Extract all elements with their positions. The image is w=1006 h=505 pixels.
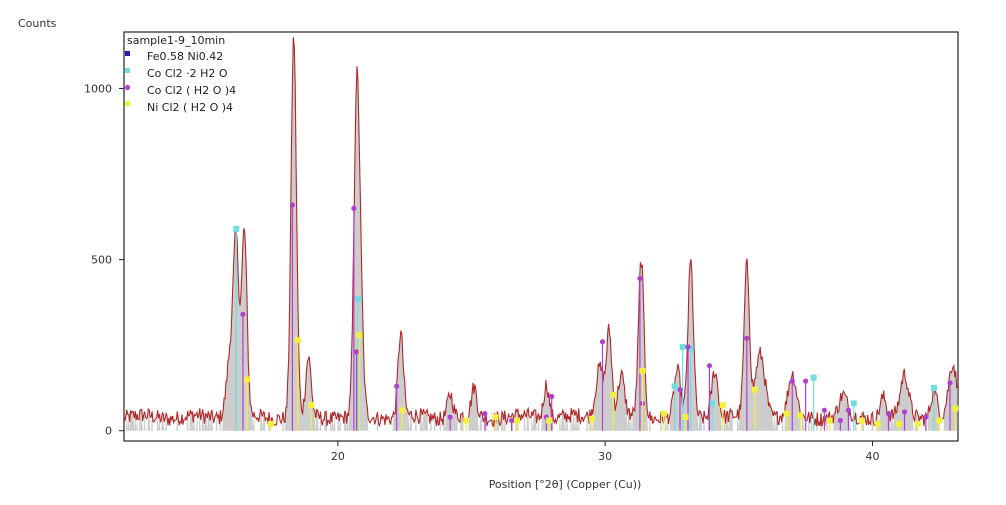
plot-frame bbox=[123, 31, 959, 442]
legend-entry-cocl2-2h2o: Co Cl2 ·2 H2 O bbox=[147, 67, 228, 80]
reference-marker bbox=[508, 417, 515, 424]
reference-marker bbox=[233, 225, 240, 232]
legend-swatch-cocl2-4h2o bbox=[124, 84, 131, 91]
reference-marker bbox=[356, 331, 363, 338]
reference-marker bbox=[588, 415, 595, 422]
x-tick-label: 40 bbox=[865, 450, 879, 463]
reference-marker bbox=[751, 386, 758, 393]
reference-marker bbox=[289, 202, 296, 208]
legend-swatch-nicl2-4h2o bbox=[125, 101, 130, 106]
reference-marker bbox=[268, 420, 275, 427]
plot-area bbox=[123, 37, 959, 431]
reference-marker bbox=[294, 337, 301, 344]
reference-marker bbox=[789, 378, 795, 384]
reference-marker bbox=[821, 407, 827, 413]
reference-marker bbox=[679, 343, 686, 350]
x-tick-label: 30 bbox=[598, 450, 612, 463]
reference-marker bbox=[243, 376, 250, 383]
legend-swatch-fe-ni bbox=[125, 51, 130, 56]
reference-marker bbox=[896, 420, 903, 427]
reference-marker bbox=[637, 275, 643, 282]
reference-marker bbox=[610, 391, 617, 398]
reference-marker bbox=[639, 367, 646, 374]
reference-marker bbox=[803, 378, 809, 384]
reference-marker bbox=[447, 414, 453, 420]
reference-marker bbox=[549, 393, 555, 400]
reference-marker bbox=[706, 363, 713, 369]
reference-marker bbox=[901, 409, 908, 415]
reference-marker bbox=[709, 400, 716, 407]
reference-marker bbox=[874, 420, 881, 427]
legend: sample1-9_10min Fe0.58 Ni0.42 Co Cl2 ·2 … bbox=[124, 34, 236, 114]
reference-marker bbox=[914, 420, 921, 427]
reference-marker bbox=[744, 335, 750, 341]
reference-marker bbox=[837, 417, 843, 424]
y-axis-title: Counts bbox=[18, 17, 57, 30]
reference-marker bbox=[885, 411, 892, 417]
axis-ticks: 20 30 40 0 500 1000 bbox=[84, 82, 879, 463]
reference-marker bbox=[351, 205, 357, 211]
x-axis-title: Position [°2θ] (Copper (Cu)) bbox=[489, 478, 642, 491]
pattern-layer bbox=[123, 37, 959, 431]
reference-marker bbox=[936, 417, 943, 424]
reference-marker bbox=[783, 410, 790, 417]
reference-marker bbox=[354, 295, 361, 302]
reference-marker bbox=[826, 417, 833, 424]
legend-entry-fe-ni: Fe0.58 Ni0.42 bbox=[147, 50, 223, 63]
reference-marker bbox=[923, 414, 929, 420]
reference-marker bbox=[599, 339, 606, 345]
pattern-line bbox=[123, 37, 959, 428]
reference-marker bbox=[353, 349, 360, 355]
reference-marker bbox=[660, 410, 667, 417]
x-tick-label: 20 bbox=[331, 450, 345, 463]
reference-marker bbox=[463, 417, 470, 424]
reference-marker bbox=[308, 402, 315, 409]
reference-marker bbox=[682, 414, 689, 421]
reference-marker-layer bbox=[233, 202, 959, 431]
y-tick-label: 500 bbox=[91, 254, 112, 267]
reference-marker bbox=[677, 387, 683, 393]
reference-marker bbox=[685, 344, 691, 350]
reference-marker bbox=[513, 417, 520, 424]
reference-marker bbox=[719, 402, 726, 409]
y-tick-label: 1000 bbox=[84, 82, 112, 95]
reference-marker bbox=[482, 411, 488, 417]
reference-marker bbox=[952, 405, 959, 412]
legend-entry-cocl2-4h2o: Co Cl2 ( H2 O )4 bbox=[147, 84, 236, 97]
legend-title: sample1-9_10min bbox=[127, 34, 225, 47]
reference-marker bbox=[797, 412, 804, 419]
reference-marker bbox=[850, 400, 857, 407]
reference-marker bbox=[240, 311, 246, 317]
reference-marker bbox=[546, 417, 553, 424]
reference-marker bbox=[671, 383, 678, 390]
reference-marker bbox=[947, 380, 953, 386]
reference-marker bbox=[394, 383, 400, 389]
reference-marker bbox=[930, 384, 937, 391]
reference-marker bbox=[492, 414, 499, 421]
y-tick-label: 0 bbox=[105, 425, 112, 438]
legend-swatch-cocl2-2h2o bbox=[125, 68, 130, 73]
reference-marker bbox=[845, 407, 852, 413]
legend-entry-nicl2-4h2o: Ni Cl2 ( H2 O )4 bbox=[147, 101, 233, 114]
reference-marker bbox=[810, 374, 817, 381]
reference-marker bbox=[687, 345, 694, 352]
reference-marker bbox=[858, 417, 865, 424]
reference-marker bbox=[399, 407, 405, 414]
